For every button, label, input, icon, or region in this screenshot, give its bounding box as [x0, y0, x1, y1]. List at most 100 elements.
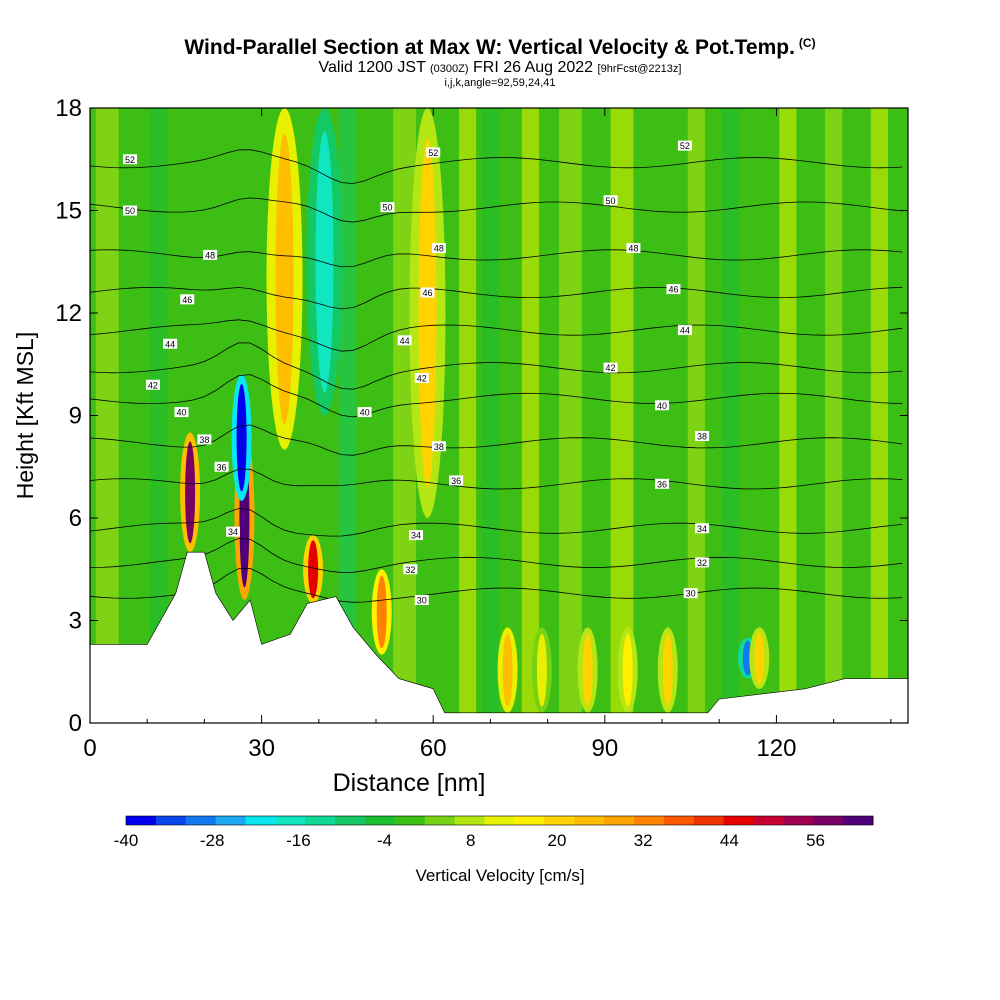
velocity-core — [308, 540, 319, 599]
colorbar-swatch — [335, 816, 366, 825]
theta-contour-label: 38 — [695, 431, 710, 442]
theta-label-text: 44 — [680, 326, 690, 336]
theta-label-text: 42 — [148, 380, 158, 390]
theta-contour-label: 44 — [397, 335, 412, 346]
theta-label-text: 30 — [686, 589, 696, 599]
theta-contour-label: 50 — [380, 202, 395, 213]
x-tick-label: 0 — [83, 735, 96, 762]
theta-contour-label: 52 — [123, 154, 138, 165]
theta-contour-label: 36 — [449, 475, 464, 486]
theta-label-text: 50 — [125, 206, 135, 216]
theta-contour-label: 46 — [420, 287, 435, 298]
theta-contour-label: 46 — [180, 294, 195, 305]
colorbar-swatch — [275, 816, 306, 825]
colorbar-swatch — [155, 816, 187, 825]
theta-contour-label: 30 — [683, 588, 698, 599]
x-axis-label: Distance [nm] — [333, 769, 486, 797]
theta-label-box — [695, 431, 710, 441]
theta-label-box — [409, 530, 424, 541]
field-band — [687, 108, 705, 723]
theta-label-box — [655, 478, 670, 489]
velocity-core — [376, 575, 387, 649]
theta-label-text: 44 — [400, 336, 410, 346]
theta-label-box — [626, 243, 641, 254]
colorbar-swatch — [215, 816, 247, 825]
theta-contour-label: 34 — [695, 523, 710, 534]
theta-label-box — [226, 526, 241, 537]
theta-label-box — [414, 372, 429, 383]
colorbar-tick-label: -40 — [114, 831, 139, 850]
theta-contour — [90, 149, 903, 184]
x-tick-label: 120 — [756, 735, 796, 762]
theta-contour-label: 36 — [214, 461, 229, 472]
theta-label-text: 42 — [606, 363, 616, 373]
colorbar-swatch — [753, 816, 784, 825]
theta-label-text: 52 — [680, 141, 690, 151]
field-band — [521, 108, 540, 723]
field-band — [779, 108, 797, 723]
theta-contour-label: 48 — [203, 249, 218, 260]
colorbar-swatch — [813, 816, 844, 825]
theta-label-box — [666, 284, 681, 295]
colorbar-swatch — [394, 816, 426, 825]
theta-label-text: 38 — [434, 442, 444, 452]
field-band — [722, 108, 740, 723]
colorbar-swatch — [185, 816, 217, 825]
velocity-core — [275, 133, 294, 425]
theta-label-text: 40 — [657, 401, 667, 411]
theta-label-box — [174, 407, 189, 418]
field-band — [481, 108, 499, 723]
y-tick-label: 12 — [55, 300, 82, 327]
theta-label-box — [677, 325, 692, 336]
theta-label-box — [197, 434, 212, 445]
theta-label-box — [695, 523, 710, 534]
theta-label-box — [214, 461, 229, 472]
theta-label-text: 48 — [434, 244, 444, 254]
colorbar-swatch — [514, 816, 545, 825]
colorbar-swatch — [126, 816, 157, 825]
theta-label-box — [414, 595, 429, 605]
field-band — [559, 108, 582, 723]
theta-contour — [90, 537, 903, 573]
theta-label-box — [603, 362, 618, 373]
theta-label-text: 30 — [417, 596, 427, 606]
theta-contour — [90, 286, 903, 310]
theta-label-text: 44 — [165, 339, 175, 349]
theta-label-text: 38 — [199, 435, 209, 445]
theta-label-box — [426, 147, 441, 158]
theta-contour — [90, 567, 903, 603]
theta-label-text: 48 — [628, 244, 638, 254]
theta-contour — [90, 374, 903, 418]
theta-label-box — [380, 202, 395, 213]
colorbar-swatch — [305, 816, 336, 825]
velocity-core — [418, 138, 437, 488]
theta-contour-label: 38 — [197, 434, 212, 445]
theta-label-box — [695, 557, 710, 568]
theta-contour-label: 34 — [409, 530, 424, 541]
theta-label-box — [203, 249, 218, 260]
theta-label-text: 52 — [125, 155, 135, 165]
theta-contour-label: 34 — [226, 526, 241, 537]
theta-contour-label: 46 — [666, 284, 681, 295]
theta-contour-label: 32 — [695, 557, 710, 568]
theta-label-text: 50 — [606, 196, 616, 206]
theta-contour-label: 32 — [403, 564, 418, 575]
theta-label-text: 46 — [182, 295, 192, 305]
theta-label-box — [123, 205, 138, 216]
theta-contour-label: 44 — [677, 325, 692, 336]
theta-contour-label: 40 — [655, 400, 670, 411]
theta-label-box — [180, 294, 195, 305]
colorbar-tick-label: 20 — [548, 831, 567, 850]
field-band — [458, 108, 477, 723]
velocity-core — [536, 633, 547, 707]
theta-label-box — [655, 400, 670, 411]
theta-label-text: 48 — [205, 250, 215, 260]
theta-label-text: 52 — [428, 148, 438, 158]
chart-subtitle-indices: i,j,k,angle=92,59,24,41 — [444, 77, 556, 89]
theta-label-box — [397, 335, 412, 346]
colorbar-swatch — [574, 816, 605, 825]
theta-contour — [90, 197, 903, 223]
